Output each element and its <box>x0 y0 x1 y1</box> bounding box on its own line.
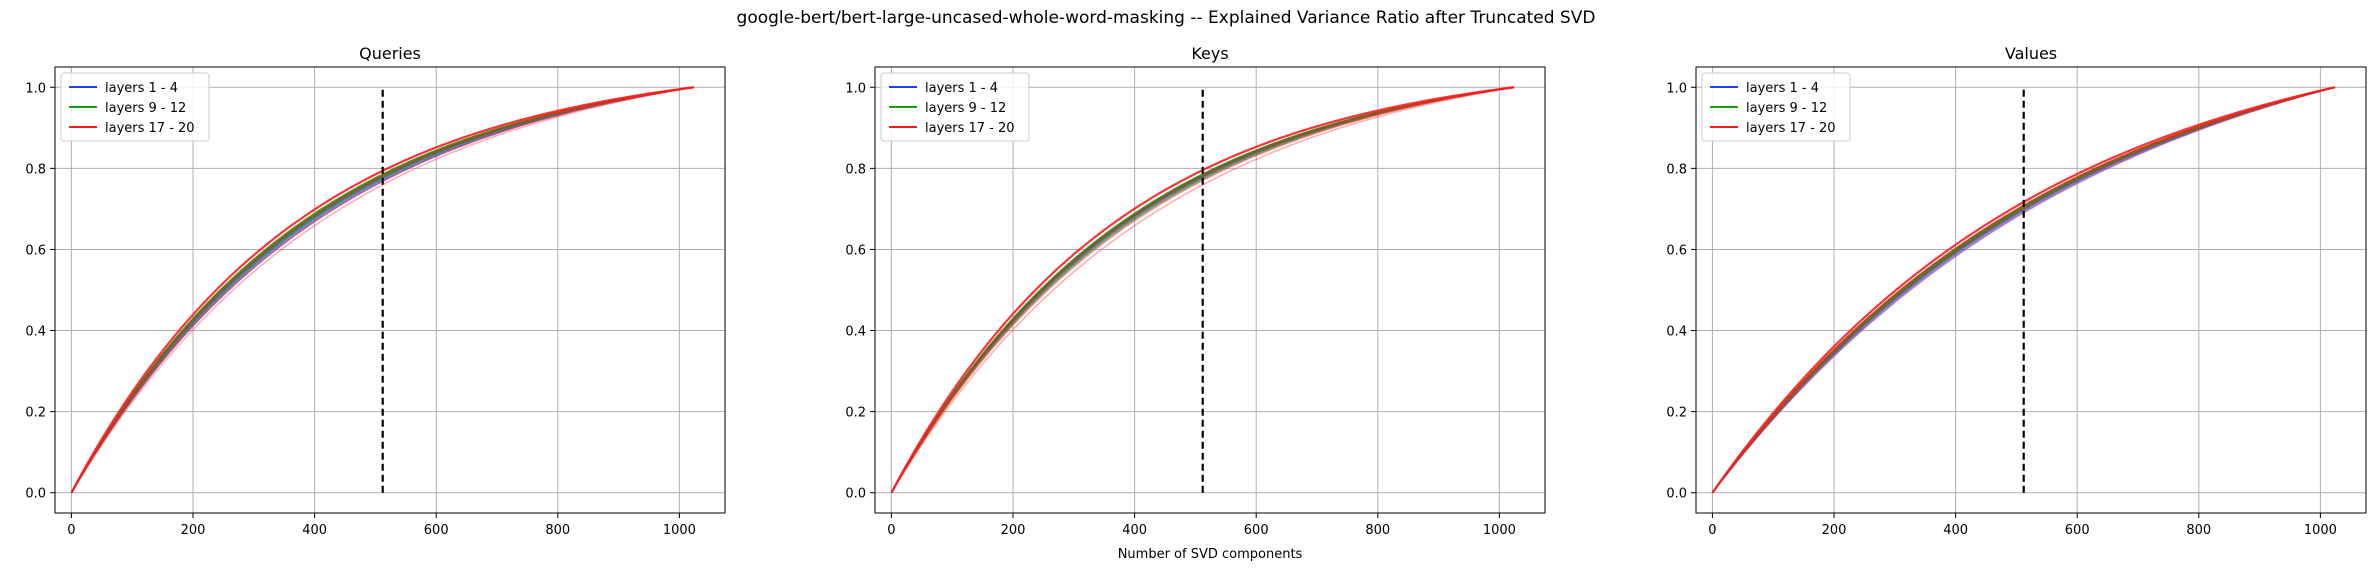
y-tick-label: 0.0 <box>1666 487 1687 502</box>
y-tick-label: 0.6 <box>845 243 866 258</box>
y-tick-label: 1.0 <box>25 81 46 96</box>
y-tick-label: 0.4 <box>1666 325 1687 340</box>
chart-title: Values <box>2005 44 2057 63</box>
legend-label: layers 17 - 20 <box>105 121 195 136</box>
chart-panel-queries: 0 200 400 600 800 1000 0.0 0.2 0.4 0.6 0.8 1.0 Queri… <box>25 44 726 538</box>
legend-label: layers 1 - 4 <box>105 81 178 96</box>
y-tick-label: 0.0 <box>25 487 46 502</box>
y-tick-label: 0.4 <box>845 325 866 340</box>
x-tick-label: 800 <box>545 523 570 538</box>
series-line-red-2 <box>1711 86 2336 494</box>
y-tick-label: 0.0 <box>845 487 866 502</box>
legend-label: layers 1 - 4 <box>1746 81 1819 96</box>
legend-label: layers 17 - 20 <box>1746 121 1836 136</box>
y-tick-label: 0.2 <box>25 406 46 421</box>
y-tick-label: 0.6 <box>25 243 46 258</box>
y-tick-label: 1.0 <box>1666 81 1687 96</box>
x-tick-label: 600 <box>1244 523 1269 538</box>
x-tick-label: 600 <box>424 523 449 538</box>
axes-frame <box>874 66 1546 514</box>
legend-box <box>1701 72 1851 142</box>
x-tick-label: 200 <box>181 523 206 538</box>
chart-title: Queries <box>359 44 421 63</box>
y-tick-label: 0.8 <box>25 162 46 177</box>
series-line-red-1 <box>70 86 695 494</box>
series-line-red-3 <box>890 86 1515 494</box>
y-tick-label: 0.8 <box>845 162 866 177</box>
x-axis-label: Number of SVD components <box>1118 547 1303 562</box>
x-tick-label: 0 <box>67 523 75 538</box>
x-tick-label: 0 <box>1708 523 1716 538</box>
x-tick-label: 400 <box>1943 523 1968 538</box>
legend-label: layers 9 - 12 <box>1746 101 1827 116</box>
figure-suptitle: google-bert/bert-large-uncased-whole-wor… <box>737 8 1596 28</box>
legend-label: layers 1 - 4 <box>925 81 998 96</box>
x-tick-label: 400 <box>1122 523 1147 538</box>
axes-frame <box>1695 66 2367 514</box>
legend-box <box>880 72 1030 142</box>
x-tick-label: 200 <box>1822 523 1847 538</box>
chart-panel-values: 0 200 400 600 800 1000 0.0 0.2 0.4 0.6 0.8 1.0 Value… <box>1666 44 2367 538</box>
x-tick-label: 1000 <box>1483 523 1516 538</box>
x-tick-label: 200 <box>1001 523 1026 538</box>
chart-panel-keys: 0 200 400 600 800 1000 0.0 0.2 0.4 0.6 0.8 1.0 Keys N… <box>845 44 1546 562</box>
legend: layers 1 - 4 layers 9 - 12 layers 17 - 20 <box>880 72 1030 142</box>
legend: layers 1 - 4 layers 9 - 12 layers 17 - 20 <box>60 72 210 142</box>
series-line-red-3 <box>70 86 695 494</box>
series-line-red-1 <box>890 86 1515 494</box>
y-tick-label: 0.8 <box>1666 162 1687 177</box>
x-tick-label: 400 <box>302 523 327 538</box>
legend-label: layers 9 - 12 <box>105 101 186 116</box>
legend-label: layers 9 - 12 <box>925 101 1006 116</box>
y-tick-label: 0.2 <box>845 406 866 421</box>
x-tick-label: 1000 <box>663 523 696 538</box>
x-tick-label: 1000 <box>2304 523 2337 538</box>
legend: layers 1 - 4 layers 9 - 12 layers 17 - 20 <box>1701 72 1851 142</box>
legend-box <box>60 72 210 142</box>
x-tick-label: 800 <box>2186 523 2211 538</box>
legend-label: layers 17 - 20 <box>925 121 1015 136</box>
y-tick-label: 0.2 <box>1666 406 1687 421</box>
x-tick-label: 0 <box>887 523 895 538</box>
x-tick-label: 800 <box>1365 523 1390 538</box>
y-tick-label: 0.6 <box>1666 243 1687 258</box>
axes-frame <box>54 66 726 514</box>
x-tick-label: 600 <box>2065 523 2090 538</box>
y-tick-label: 1.0 <box>845 81 866 96</box>
chart-title: Keys <box>1191 44 1228 63</box>
y-tick-label: 0.4 <box>25 325 46 340</box>
